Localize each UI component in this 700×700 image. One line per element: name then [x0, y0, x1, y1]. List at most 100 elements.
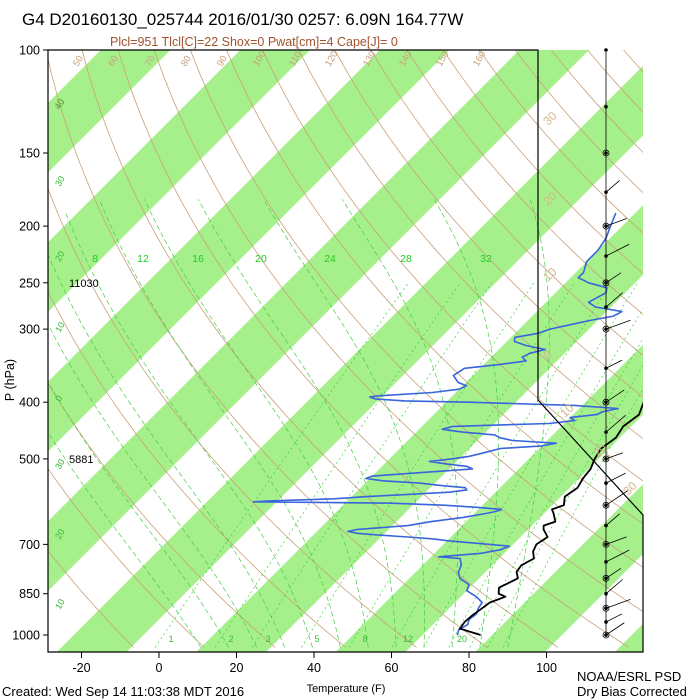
dry-adiabat-label: 80: [179, 54, 194, 69]
wind-barb: [605, 292, 623, 308]
moist-adiabat-label: 40: [53, 97, 67, 111]
moist-adiabat-label: 30: [53, 174, 67, 188]
mixing-ratio-label: 16: [192, 253, 204, 265]
x-tick-label: 100: [536, 661, 557, 675]
wind-barb: [605, 452, 624, 460]
mixing-ratio-line: [252, 282, 493, 648]
dewpoint-line: [252, 212, 623, 636]
mixing-ratio-bottom-label: 12: [403, 634, 413, 644]
moist-adiabat: [48, 323, 258, 648]
mixing-ratio-bottom-label: 1: [168, 634, 173, 644]
y-axis-label: P (hPa): [3, 359, 17, 401]
y-tick-label: 150: [19, 147, 40, 161]
isotherm-band: [48, 50, 450, 452]
wind-barb: [605, 598, 631, 609]
calm-wind-circle: [602, 398, 610, 406]
dry-adiabat-label: 90: [215, 54, 230, 69]
x-tick-label: 20: [230, 661, 244, 675]
mixing-ratio-bottom-label: 20: [457, 634, 467, 644]
dry-adiabat: [262, 50, 643, 482]
temperature-line: [459, 401, 643, 636]
y-tick-label: 100: [19, 44, 40, 58]
y-tick-label: 700: [19, 538, 40, 552]
isotherm-band: [196, 205, 643, 652]
wind-barb: [605, 567, 622, 579]
x-tick-label: 60: [385, 661, 399, 675]
mixing-ratio-bottom-label: 3: [265, 634, 270, 644]
dry-adiabat-label: 50: [71, 54, 86, 69]
dry-adiabat: [370, 50, 643, 356]
mixing-ratio-label: 12: [137, 253, 149, 265]
mixing-ratio-lines: [154, 282, 643, 648]
moist-adiabat-label: 10: [53, 320, 67, 334]
y-tick-label: 1000: [12, 629, 40, 643]
mixing-ratio-bottom-label: 8: [362, 634, 367, 644]
chart-title: G4 D20160130_025744 2016/01/30 0257: 6.0…: [22, 10, 463, 29]
y-tick-label: 850: [19, 587, 40, 601]
calm-wind-circle: [602, 501, 610, 509]
mixing-ratio-label: 8: [92, 253, 98, 265]
isotherm-band: [48, 50, 171, 173]
organization-label: NOAA/ESRL PSD: [577, 669, 681, 684]
temperature-profile: [459, 401, 643, 636]
dry-adiabat: [298, 50, 643, 440]
dry-adiabat: [334, 50, 643, 398]
wind-barb: [605, 472, 626, 484]
dry-adiabat: [48, 382, 276, 648]
moist-adiabat: [341, 199, 459, 648]
dry-adiabat-label: 70: [143, 54, 158, 69]
moist-adiabat: [263, 199, 425, 648]
dry-adiabat: [406, 50, 643, 315]
dry-adiabat: [48, 550, 134, 648]
calm-wind-circle: [602, 631, 610, 639]
mixing-ratio-line: [423, 282, 638, 648]
dry-adiabat: [153, 50, 643, 612]
isotherm-label: 10: [540, 265, 560, 285]
moist-adiabat: [507, 199, 550, 648]
wind-level-dot: [604, 327, 608, 331]
dry-adiabat: [696, 50, 700, 647]
wind-level-dot: [604, 48, 608, 52]
wind-barb: [605, 272, 622, 284]
dry-adiabat: [226, 50, 643, 525]
wind-profile: [602, 48, 631, 639]
dry-adiabat-label: 160: [471, 49, 488, 68]
wind-barb: [605, 180, 620, 193]
wind-barb: [605, 549, 630, 563]
mixing-ratio-line: [301, 282, 535, 648]
y-tick-label: 200: [19, 220, 40, 234]
dry-adiabat-label: 60: [106, 54, 121, 69]
wind-barb: [605, 218, 627, 227]
moist-adiabat-label: 30: [53, 457, 67, 471]
moist-adiabat-label: 20: [53, 249, 67, 263]
wind-barb: [605, 319, 631, 330]
dry-adiabat: [660, 50, 700, 647]
mixing-ratio-line: [503, 388, 643, 648]
dewpoint-profile: [252, 212, 623, 636]
created-timestamp: Created: Wed Sep 14 11:03:38 MDT 2016: [2, 684, 244, 699]
x-tick-label: 0: [156, 661, 163, 675]
dry-adiabat: [189, 50, 643, 568]
wind-barb: [605, 490, 628, 506]
mixing-ratio-line: [487, 364, 643, 648]
moist-adiabat: [98, 199, 341, 648]
mixing-ratio-line: [154, 282, 409, 648]
isotherm-bands: [48, 50, 643, 652]
dry-adiabat: [48, 57, 488, 648]
moist-adiabat-label: 20: [53, 527, 67, 541]
wind-level-dot: [604, 104, 608, 109]
wind-barb: [605, 613, 623, 623]
y-tick-label: 400: [19, 396, 40, 410]
dry-adiabats: [48, 50, 700, 648]
wind-level-dot: [604, 366, 608, 371]
isotherm-band: [48, 50, 589, 591]
x-axis-label: Temperature (F): [307, 683, 386, 695]
calm-wind-circle: [602, 279, 610, 287]
wind-barb: [605, 414, 626, 433]
moist-adiabat: [144, 199, 369, 648]
isotherm-band: [475, 484, 643, 652]
